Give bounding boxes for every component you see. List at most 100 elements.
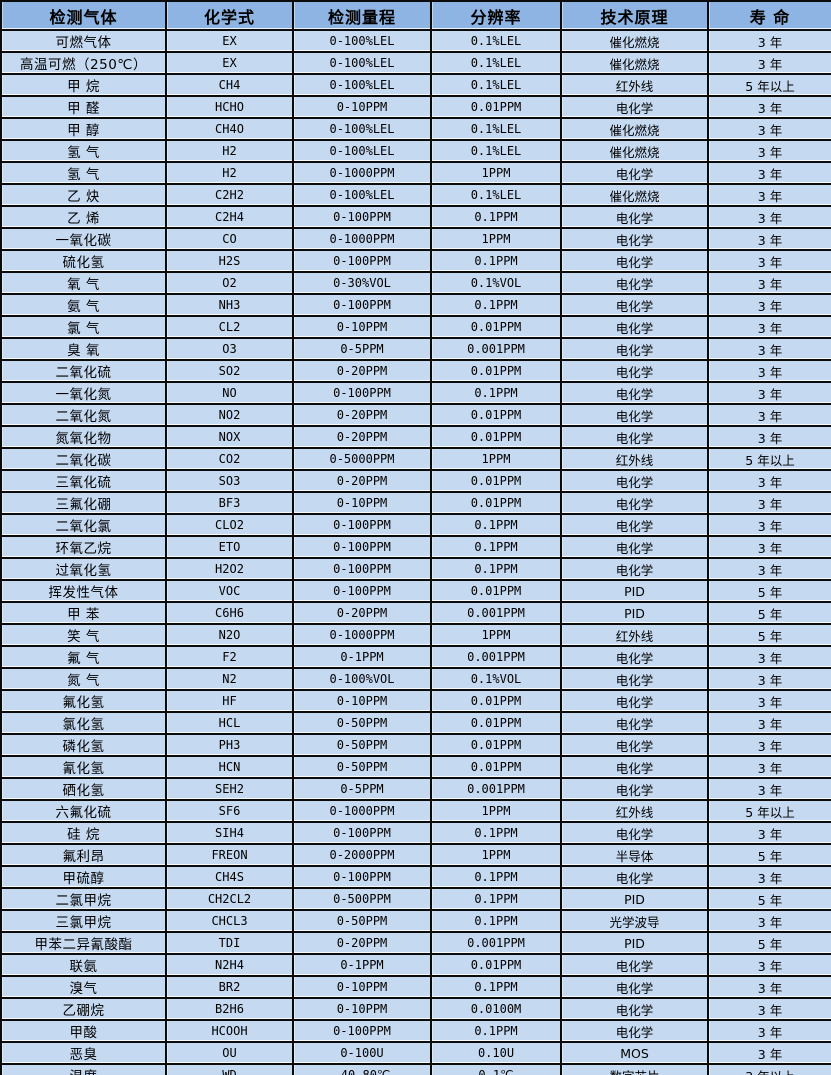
cell-lifespan: 3 年 [707,359,831,383]
table-row: 可燃气体 EX 0-100%LEL 0.1%LEL 催化燃烧 3 年 [0,29,831,53]
table-row: 甲硫醇 CH4S 0-100PPM 0.1PPM 电化学 3 年 [0,865,831,889]
cell-gas-name: 甲硫醇 [0,865,167,889]
cell-detection-range: 0-30%VOL [292,271,432,295]
cell-lifespan: 3 年 [707,337,831,361]
cell-gas-name: 六氟化硫 [0,799,167,823]
cell-resolution: 0.001PPM [430,601,562,625]
cell-technical-principle: 电化学 [560,95,709,119]
cell-chemical-formula: EX [165,51,294,75]
cell-resolution: 0.1PPM [430,513,562,537]
cell-chemical-formula: ETO [165,535,294,559]
cell-resolution: 1PPM [430,843,562,867]
cell-lifespan: 3 年 [707,183,831,207]
cell-chemical-formula: SEH2 [165,777,294,801]
cell-detection-range: 0-20PPM [292,601,432,625]
cell-gas-name: 氯 气 [0,315,167,339]
cell-chemical-formula: EX [165,29,294,53]
cell-gas-name: 恶臭 [0,1041,167,1065]
cell-chemical-formula: TDI [165,931,294,955]
table-row: 高温可燃（250℃） EX 0-100%LEL 0.1%LEL 催化燃烧 3 年 [0,51,831,75]
cell-chemical-formula: SF6 [165,799,294,823]
cell-chemical-formula: NO [165,381,294,405]
cell-resolution: 0.001PPM [430,777,562,801]
cell-technical-principle: 电化学 [560,1019,709,1043]
cell-lifespan: 5 年以上 [707,73,831,97]
cell-resolution: 0.1PPM [430,1019,562,1043]
cell-lifespan: 3 年 [707,821,831,845]
cell-gas-name: 二氧化碳 [0,447,167,471]
cell-gas-name: 氟化氢 [0,689,167,713]
cell-technical-principle: PID [560,579,709,603]
cell-gas-name: 温度 [0,1063,167,1075]
cell-detection-range: 0-1PPM [292,645,432,669]
cell-technical-principle: 电化学 [560,337,709,361]
cell-lifespan: 3 年 [707,95,831,119]
cell-technical-principle: 电化学 [560,403,709,427]
cell-technical-principle: 催化燃烧 [560,139,709,163]
cell-gas-name: 高温可燃（250℃） [0,51,167,75]
table-row: 环氧乙烷 ETO 0-100PPM 0.1PPM 电化学 3 年 [0,535,831,559]
cell-resolution: 0.01PPM [430,469,562,493]
cell-chemical-formula: N2O [165,623,294,647]
cell-lifespan: 3 年 [707,249,831,273]
cell-lifespan: 3 年 [707,117,831,141]
cell-lifespan: 3 年 [707,139,831,163]
cell-resolution: 0.0100M [430,997,562,1021]
cell-detection-range: 0-50PPM [292,733,432,757]
cell-lifespan: 3 年 [707,975,831,999]
cell-technical-principle: 数字芯片 [560,1063,709,1075]
cell-resolution: 1PPM [430,799,562,823]
cell-detection-range: 0-20PPM [292,359,432,383]
table-row: 氟化氢 HF 0-10PPM 0.01PPM 电化学 3 年 [0,689,831,713]
cell-lifespan: 3 年 [707,271,831,295]
cell-lifespan: 3 年 [707,1019,831,1043]
cell-gas-name: 三氧化硫 [0,469,167,493]
cell-lifespan: 3 年 [707,645,831,669]
cell-gas-name: 过氧化氢 [0,557,167,581]
cell-lifespan: 3 年 [707,865,831,889]
cell-technical-principle: 电化学 [560,733,709,757]
cell-resolution: 0.01PPM [430,953,562,977]
cell-detection-range: 0-1000PPM [292,799,432,823]
table-row: 氮 气 N2 0-100%VOL 0.1%VOL 电化学 3 年 [0,667,831,691]
cell-chemical-formula: SIH4 [165,821,294,845]
cell-detection-range: 0-100%VOL [292,667,432,691]
table-row: 氯 气 CL2 0-10PPM 0.01PPM 电化学 3 年 [0,315,831,339]
cell-chemical-formula: NOX [165,425,294,449]
column-header-resolution: 分辨率 [430,0,562,31]
cell-gas-name: 一氧化碳 [0,227,167,251]
cell-detection-range: 0-50PPM [292,711,432,735]
cell-gas-name: 甲 醛 [0,95,167,119]
cell-technical-principle: 电化学 [560,755,709,779]
cell-detection-range: 0-10PPM [292,997,432,1021]
cell-resolution: 0.01PPM [430,95,562,119]
cell-technical-principle: 电化学 [560,997,709,1021]
cell-gas-name: 硫化氢 [0,249,167,273]
cell-chemical-formula: C6H6 [165,601,294,625]
cell-gas-name: 氮 气 [0,667,167,691]
cell-gas-name: 联氨 [0,953,167,977]
cell-detection-range: 0-100PPM [292,821,432,845]
cell-resolution: 0.01PPM [430,689,562,713]
cell-detection-range: 0-10PPM [292,315,432,339]
cell-technical-principle: 催化燃烧 [560,183,709,207]
cell-detection-range: 0-100PPM [292,579,432,603]
cell-technical-principle: 电化学 [560,513,709,537]
cell-detection-range: 0-1000PPM [292,623,432,647]
cell-technical-principle: 电化学 [560,249,709,273]
table-row: 二氧化氯 CLO2 0-100PPM 0.1PPM 电化学 3 年 [0,513,831,537]
cell-chemical-formula: CL2 [165,315,294,339]
cell-lifespan: 5 年 [707,579,831,603]
table-row: 氢 气 H2 0-1000PPM 1PPM 电化学 3 年 [0,161,831,185]
cell-chemical-formula: CO2 [165,447,294,471]
table-row: 氟 气 F2 0-1PPM 0.001PPM 电化学 3 年 [0,645,831,669]
table-row: 乙硼烷 B2H6 0-10PPM 0.0100M 电化学 3 年 [0,997,831,1021]
cell-resolution: 0.1PPM [430,821,562,845]
cell-resolution: 0.1℃ [430,1063,562,1075]
cell-lifespan: 5 年以上 [707,447,831,471]
cell-resolution: 0.1%VOL [430,271,562,295]
table-row: 臭 氧 O3 0-5PPM 0.001PPM 电化学 3 年 [0,337,831,361]
cell-gas-name: 臭 氧 [0,337,167,361]
cell-technical-principle: 红外线 [560,799,709,823]
